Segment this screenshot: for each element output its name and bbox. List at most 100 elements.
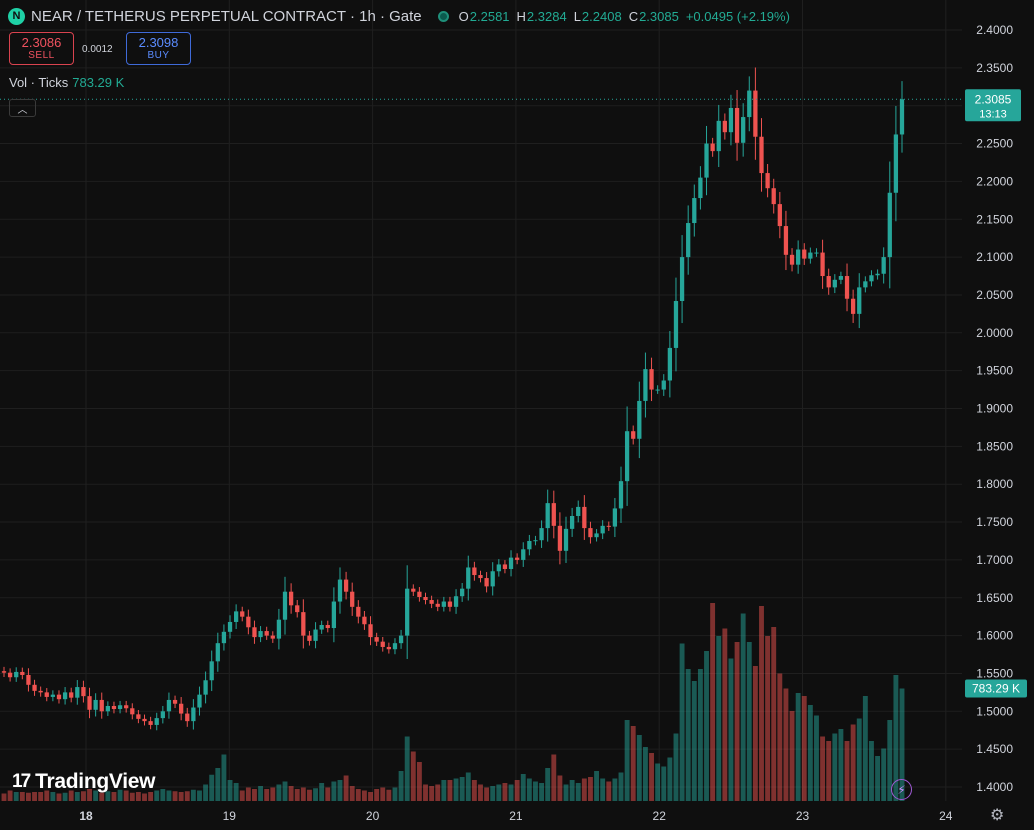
candle-body bbox=[392, 643, 398, 650]
volume-bar bbox=[239, 790, 245, 801]
candle-body bbox=[38, 690, 43, 693]
volume-bar bbox=[38, 792, 44, 801]
candle-body bbox=[166, 699, 172, 712]
volume-badge bbox=[965, 679, 1027, 698]
sell-button[interactable]: 2.3086 SELL bbox=[9, 32, 74, 65]
volume-bar bbox=[594, 771, 599, 801]
volume-bar bbox=[642, 747, 648, 801]
volume-bar bbox=[612, 778, 618, 801]
candle-body bbox=[857, 287, 862, 314]
volume-bar bbox=[117, 789, 123, 801]
candle-body bbox=[343, 579, 349, 592]
volume-bar bbox=[765, 636, 771, 801]
candle-body bbox=[453, 596, 459, 607]
volume-bar bbox=[398, 771, 404, 801]
candle-body bbox=[258, 631, 263, 638]
volume-bar bbox=[826, 741, 832, 801]
volume-bar bbox=[734, 642, 740, 801]
candle-body bbox=[728, 107, 734, 133]
volume-bar bbox=[111, 792, 117, 801]
volume-bar bbox=[704, 651, 709, 801]
volume-bar bbox=[759, 606, 764, 801]
candle-body bbox=[87, 696, 92, 710]
volume-bar bbox=[25, 792, 31, 801]
tradingview-logo[interactable]: 17 TradingView bbox=[12, 770, 155, 794]
candle-body bbox=[789, 254, 795, 265]
candle-body bbox=[374, 637, 379, 642]
volume-bar bbox=[862, 696, 868, 801]
candle-body bbox=[185, 713, 190, 722]
candle-body bbox=[649, 369, 654, 390]
candle-body bbox=[398, 635, 404, 644]
candlesticks bbox=[1, 67, 905, 731]
volume-bar bbox=[154, 790, 160, 801]
collapse-legend-button[interactable]: ︿ bbox=[9, 99, 36, 117]
volume-bar bbox=[325, 787, 331, 801]
candle-body bbox=[447, 601, 453, 607]
volume-bar bbox=[679, 643, 685, 801]
candle-body bbox=[545, 503, 550, 529]
volume-bar bbox=[160, 789, 166, 801]
y-tick-label: 2.2500 bbox=[976, 137, 1013, 151]
candle-body bbox=[844, 276, 850, 299]
price-axis[interactable]: 2.40002.35002.30002.25002.20002.15002.10… bbox=[976, 23, 1013, 794]
buy-button[interactable]: 2.3098 BUY bbox=[126, 32, 191, 65]
candle-body bbox=[1, 671, 7, 673]
volume-bar bbox=[618, 772, 624, 801]
chart-header: N NEAR / TETHERUS PERPETUAL CONTRACT · 1… bbox=[8, 6, 790, 26]
volume-bar bbox=[178, 792, 184, 801]
volume-bar bbox=[32, 792, 37, 801]
volume-bar bbox=[899, 688, 905, 801]
candle-body bbox=[551, 503, 556, 526]
candle-body bbox=[172, 699, 178, 704]
volume-bar bbox=[374, 789, 380, 801]
volume-bar bbox=[68, 790, 74, 801]
volume-bar bbox=[19, 792, 25, 801]
candle-body bbox=[588, 528, 593, 538]
volume-bar bbox=[423, 784, 428, 801]
volume-bar bbox=[520, 774, 526, 801]
candle-body bbox=[698, 177, 703, 199]
volume-bar bbox=[380, 787, 386, 801]
gear-icon[interactable]: ⚙ bbox=[990, 807, 1005, 824]
change-value: +0.0495 (+2.19%) bbox=[685, 8, 790, 24]
candle-body bbox=[899, 99, 905, 135]
high-value: 2.3284 bbox=[526, 8, 567, 24]
volume-bar bbox=[215, 768, 221, 801]
volume-legend[interactable]: Vol · Ticks 783.29 K bbox=[9, 75, 124, 90]
volume-bar bbox=[459, 777, 465, 801]
lightning-icon[interactable]: ⚡ bbox=[891, 779, 912, 800]
candle-body bbox=[215, 643, 220, 662]
volume-bar bbox=[551, 754, 557, 801]
candle-body bbox=[679, 257, 685, 302]
volume-bar bbox=[496, 784, 502, 801]
y-tick-label: 1.6500 bbox=[976, 591, 1013, 605]
candle-body bbox=[111, 706, 117, 710]
volume-bar bbox=[752, 666, 758, 801]
candle-body bbox=[20, 671, 25, 675]
candle-body bbox=[246, 616, 251, 628]
candle-body bbox=[14, 671, 19, 678]
volume-bar bbox=[875, 756, 881, 801]
volume-bar bbox=[795, 693, 801, 801]
time-axis[interactable]: 18 19 20 21 22 23 24 bbox=[79, 809, 952, 823]
volume-bar bbox=[722, 628, 728, 801]
candle-body bbox=[240, 611, 245, 617]
candle-body bbox=[716, 120, 721, 152]
candle-body bbox=[850, 298, 856, 314]
volume-bar bbox=[258, 786, 264, 801]
candle-body bbox=[594, 533, 599, 538]
volume-bar bbox=[148, 792, 154, 801]
y-tick-label: 2.1000 bbox=[976, 250, 1013, 264]
y-tick-label: 2.2000 bbox=[976, 174, 1013, 188]
volume-bar bbox=[820, 736, 826, 801]
volume-bar bbox=[465, 772, 471, 801]
volume-bar bbox=[307, 789, 312, 801]
candle-body bbox=[637, 400, 642, 439]
candle-body bbox=[221, 631, 227, 644]
volume-bar bbox=[606, 781, 612, 801]
symbol-title[interactable]: NEAR / TETHERUS PERPETUAL CONTRACT · 1h … bbox=[31, 7, 422, 25]
candle-body bbox=[56, 694, 62, 700]
candle-body bbox=[814, 252, 819, 254]
